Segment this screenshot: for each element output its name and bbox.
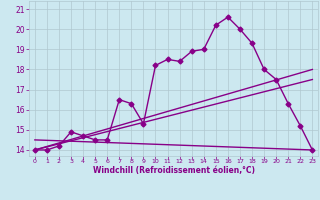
X-axis label: Windchill (Refroidissement éolien,°C): Windchill (Refroidissement éolien,°C) [92,166,255,175]
